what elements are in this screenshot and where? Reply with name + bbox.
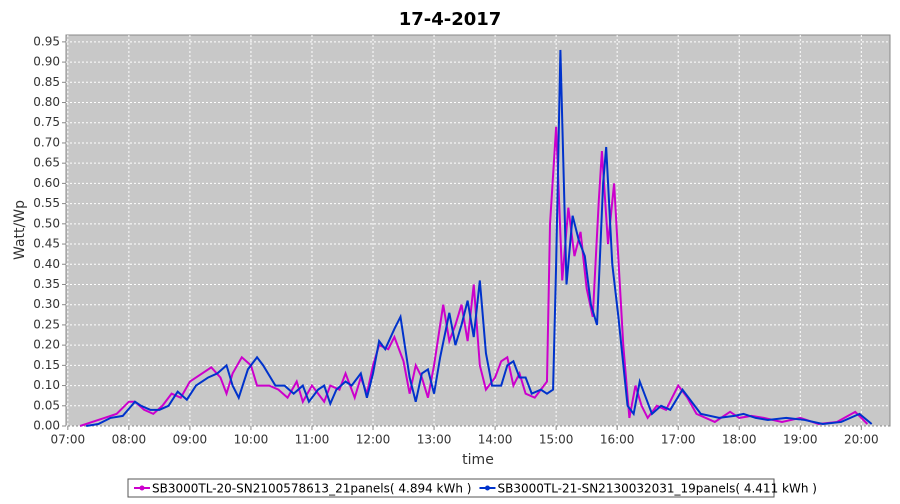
legend-label: SB3000TL-21-SN2130032031_19panels( 4.411… xyxy=(497,482,816,496)
y-tick-label: 0.85 xyxy=(33,75,60,89)
x-tick-label: 15:00 xyxy=(539,433,574,447)
y-tick-label: 0.45 xyxy=(33,237,60,251)
legend-items: SB3000TL-20-SN2100578613_21panels( 4.894… xyxy=(134,482,817,496)
x-tick-label: 07:00 xyxy=(51,433,86,447)
x-tick-label: 17:00 xyxy=(661,433,696,447)
x-tick-label: 09:00 xyxy=(173,433,208,447)
legend-marker xyxy=(484,485,490,491)
y-tick-label: 0.75 xyxy=(33,115,60,129)
y-tick-label: 0.90 xyxy=(33,55,60,69)
y-tick-label: 0.30 xyxy=(33,297,60,311)
y-tick-label: 0.80 xyxy=(33,95,60,109)
y-tick-label: 0.15 xyxy=(33,358,60,372)
y-tick-label: 0.35 xyxy=(33,277,60,291)
legend xyxy=(127,478,775,498)
plot-area xyxy=(65,34,891,427)
x-tick-label: 16:00 xyxy=(600,433,635,447)
y-tick-label: 0.55 xyxy=(33,196,60,210)
y-tick-label: 0.00 xyxy=(33,419,60,433)
x-tick-label: 11:00 xyxy=(295,433,330,447)
chart-title: 17-4-2017 xyxy=(399,9,502,30)
y-tick-label: 0.20 xyxy=(33,338,60,352)
x-tick-label: 20:00 xyxy=(844,433,879,447)
y-tick-label: 0.60 xyxy=(33,176,60,190)
x-tick-label: 10:00 xyxy=(234,433,269,447)
y-tick-label: 0.40 xyxy=(33,257,60,271)
x-tick-label: 19:00 xyxy=(783,433,818,447)
legend-marker xyxy=(139,485,145,491)
x-axis-label: time xyxy=(462,452,494,468)
y-tick-label: 0.10 xyxy=(33,378,60,392)
y-tick-label: 0.65 xyxy=(33,156,60,170)
y-tick-label: 0.50 xyxy=(33,216,60,230)
x-tick-label: 08:00 xyxy=(112,433,147,447)
grid: 0.00 0.05 0.10 0.15 0.20 0.25 0.30 0.35 0.40 0.45… xyxy=(33,34,890,447)
series-line xyxy=(85,49,873,427)
x-tick-label: 12:00 xyxy=(356,433,391,447)
x-tick-label: 18:00 xyxy=(722,433,757,447)
legend-label: SB3000TL-20-SN2100578613_21panels( 4.894… xyxy=(152,482,471,496)
x-tick-label: 14:00 xyxy=(478,433,513,447)
y-tick-label: 0.05 xyxy=(33,398,60,412)
y-tick-label: 0.95 xyxy=(33,34,60,48)
y-tick-label: 0.25 xyxy=(33,317,60,331)
lines xyxy=(79,49,873,427)
y-tick-label: 0.70 xyxy=(33,135,60,149)
y-axis-label: Watt/Wp xyxy=(12,200,28,260)
x-tick-label: 13:00 xyxy=(417,433,452,447)
